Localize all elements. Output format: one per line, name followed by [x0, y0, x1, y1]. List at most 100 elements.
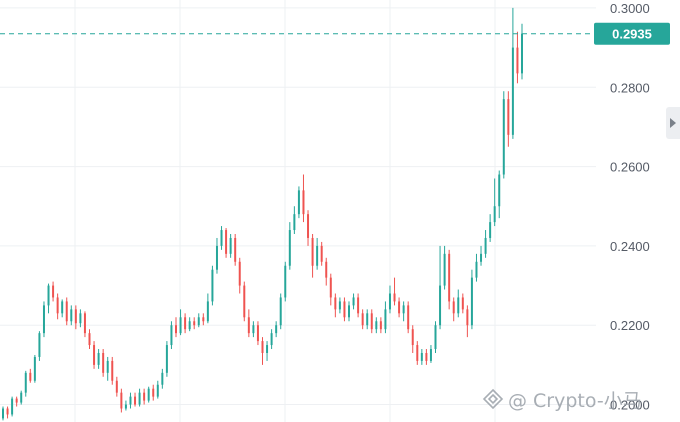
- candle-body: [275, 325, 278, 334]
- candle: [516, 31, 519, 84]
- candle-body: [375, 321, 378, 330]
- candle: [165, 341, 168, 377]
- candle-body: [220, 230, 223, 246]
- candle-body: [65, 301, 68, 322]
- candle: [511, 7, 514, 139]
- y-tick-label: 0.2400: [610, 239, 650, 254]
- candle: [452, 297, 455, 322]
- candle: [425, 349, 428, 365]
- candle: [302, 174, 305, 223]
- candle-body: [480, 253, 483, 262]
- candle-body: [74, 309, 77, 324]
- candle-body: [102, 352, 105, 373]
- candle-body: [311, 237, 314, 266]
- candle: [498, 170, 501, 219]
- candle-body: [266, 345, 269, 353]
- y-axis: 0.3000 0.2800 0.2600 0.2400 0.2200 0.2000: [610, 1, 650, 413]
- candle-body: [461, 297, 464, 310]
- candle-body: [202, 317, 205, 322]
- candle-body: [393, 293, 396, 302]
- candle-body: [83, 313, 86, 334]
- candle-body: [297, 190, 300, 215]
- candle-body: [475, 261, 478, 278]
- candle-body: [97, 352, 100, 365]
- candle-body: [234, 237, 237, 262]
- candle: [65, 297, 68, 326]
- candle: [370, 309, 373, 334]
- candle: [234, 234, 237, 266]
- candle-body: [111, 360, 114, 381]
- candle: [493, 178, 496, 227]
- candle: [229, 234, 232, 258]
- candle-body: [188, 321, 191, 330]
- candle-body: [42, 305, 45, 334]
- candle-body: [388, 293, 391, 310]
- candle: [297, 186, 300, 219]
- candle: [416, 341, 419, 365]
- candle: [56, 293, 59, 320]
- scroll-right-button[interactable]: [666, 107, 680, 139]
- candle: [152, 384, 155, 401]
- candle: [270, 329, 273, 350]
- candle: [29, 368, 32, 383]
- candle-body: [484, 237, 487, 254]
- candle: [320, 241, 323, 266]
- candle-body: [6, 408, 9, 415]
- candle: [470, 269, 473, 330]
- candle-body: [320, 245, 323, 262]
- candle: [266, 341, 269, 361]
- candle: [161, 368, 164, 389]
- candle-body: [56, 297, 59, 314]
- candle-body: [206, 301, 209, 322]
- candle: [343, 297, 346, 322]
- candle: [188, 317, 191, 332]
- candle-body: [152, 388, 155, 397]
- candle-body: [215, 245, 218, 270]
- candle: [379, 317, 382, 334]
- candle-body: [2, 408, 4, 419]
- candle: [47, 283, 50, 314]
- candle-body: [489, 222, 492, 238]
- candle-body: [316, 245, 319, 266]
- candle-body: [348, 305, 350, 318]
- candle-body: [11, 398, 14, 415]
- candle-body: [379, 321, 382, 330]
- candle: [88, 329, 91, 350]
- candle-body: [502, 99, 505, 175]
- candle: [407, 301, 410, 334]
- candle: [357, 293, 360, 318]
- binance-square-diamond-icon: [482, 388, 504, 410]
- current-price-tag-background: [594, 22, 670, 45]
- candle: [384, 301, 387, 334]
- candle: [179, 309, 182, 336]
- candle-body: [88, 333, 91, 346]
- candle-body: [211, 269, 214, 302]
- candle-body: [165, 345, 168, 373]
- candle-body: [420, 352, 423, 361]
- candle: [366, 309, 369, 330]
- candle-body: [156, 384, 159, 397]
- candle-body: [434, 325, 437, 350]
- candle-body: [384, 309, 387, 330]
- candle-body: [106, 360, 109, 373]
- candle: [2, 406, 4, 421]
- candle-body: [70, 309, 73, 322]
- chevron-right-icon: [670, 118, 676, 128]
- candle: [352, 293, 355, 310]
- candle-body: [307, 214, 310, 238]
- candle: [184, 313, 187, 334]
- candle: [129, 392, 132, 409]
- candle: [434, 321, 437, 353]
- candle-body: [15, 398, 18, 403]
- candle: [197, 313, 200, 328]
- candle-body: [138, 392, 141, 405]
- candle: [147, 386, 150, 403]
- candle-body: [284, 265, 287, 298]
- candle-body: [143, 392, 146, 401]
- candle-body: [352, 297, 355, 306]
- candle-body: [402, 305, 405, 314]
- candle-body: [52, 285, 55, 298]
- candle-body: [79, 313, 82, 324]
- candle-body: [247, 317, 250, 334]
